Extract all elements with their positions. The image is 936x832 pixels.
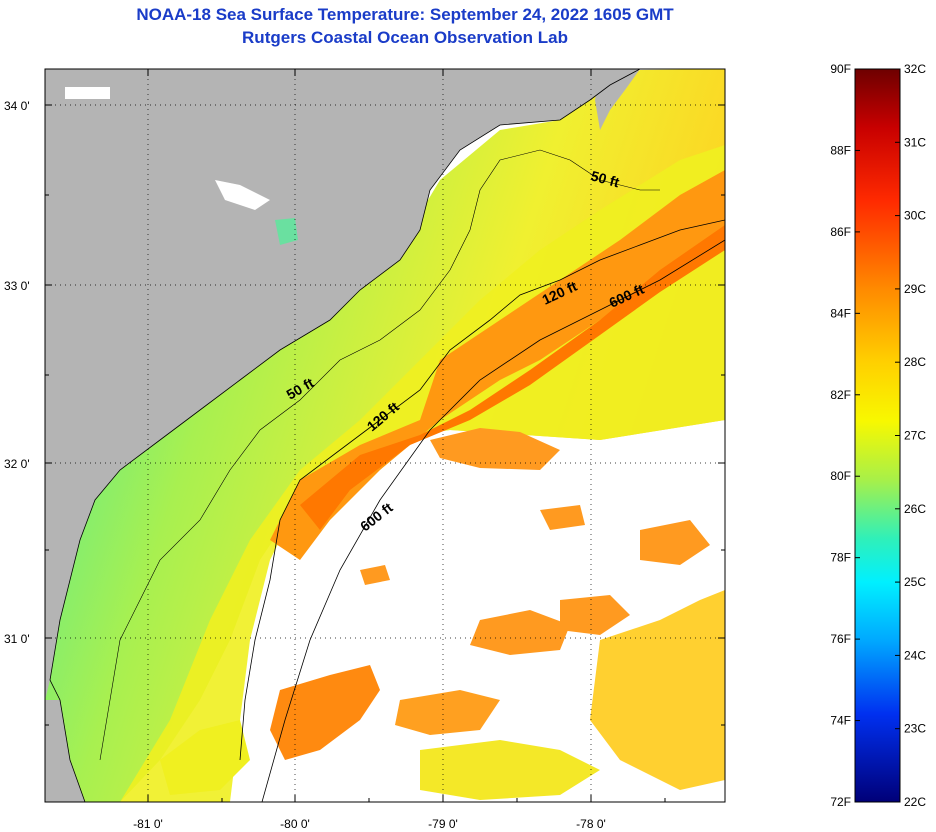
- lon-label-80: -80 0': [280, 817, 310, 831]
- colorbar-f-label: 80F: [830, 469, 851, 483]
- colorbar-f-label: 90F: [830, 62, 851, 76]
- colorbar-c-label: 29C: [904, 282, 926, 296]
- land-mass: [45, 69, 640, 700]
- colorbar-f-label: 76F: [830, 632, 851, 646]
- colorbar-c-label: 23C: [904, 722, 926, 736]
- colorbar-c-label: 32C: [904, 62, 926, 76]
- tick-marks: [45, 69, 725, 802]
- colorbar-f-label: 78F: [830, 551, 851, 565]
- lat-label-32: 32 0': [4, 457, 30, 471]
- isobath-50ft: [99, 149, 660, 761]
- isobath-600ft: [261, 239, 725, 802]
- colorbar-f-label: 74F: [830, 714, 851, 728]
- lat-label-31: 31 0': [4, 632, 30, 646]
- southern-warm-patches: [160, 590, 725, 800]
- gulf-stream-core: [300, 225, 725, 530]
- colorbar-f-label: 82F: [830, 388, 851, 402]
- colorbar-c-label: 28C: [904, 355, 926, 369]
- land-northeast: [595, 69, 640, 130]
- contour-label-50ft-north: 50 ft: [589, 167, 621, 190]
- lat-label-34: 34 0': [4, 99, 30, 113]
- graticule: [45, 69, 725, 802]
- colorbar-f-label: 72F: [830, 795, 851, 809]
- lat-label-33: 33 0': [4, 279, 30, 293]
- colorbar-f-label: 86F: [830, 225, 851, 239]
- colorbar-c-label: 26C: [904, 502, 926, 516]
- lon-label-79: -79 0': [428, 817, 458, 831]
- map-subtitle: Rutgers Coastal Ocean Observation Lab: [242, 28, 568, 47]
- colorbar-c-label: 31C: [904, 135, 926, 149]
- inland-pond: [275, 218, 298, 245]
- colorbar-f-label: 84F: [830, 306, 851, 320]
- isobath-120ft: [239, 219, 725, 761]
- colorbar-c-label: 22C: [904, 795, 926, 809]
- colorbar-c-label: 27C: [904, 429, 926, 443]
- colorbar: [854, 68, 901, 803]
- map-frame: [44, 68, 726, 803]
- colorbar-c-label: 24C: [904, 648, 926, 662]
- inland-patch: [215, 180, 270, 210]
- colorbar-fahrenheit-labels: 90F 88F 86F 84F 82F 80F 78F 76F 74F 72F: [830, 62, 851, 809]
- map-title: NOAA-18 Sea Surface Temperature: Septemb…: [136, 5, 674, 24]
- offshore-warm-patches: [360, 428, 710, 655]
- colorbar-c-label: 30C: [904, 209, 926, 223]
- lon-label-78: -78 0': [576, 817, 606, 831]
- lon-label-81: -81 0': [133, 817, 163, 831]
- colorbar-f-label: 88F: [830, 143, 851, 157]
- land-strip-south: [45, 700, 85, 802]
- colorbar-ticks: [855, 68, 900, 803]
- inland-lake: [65, 87, 110, 99]
- coastline: [49, 69, 641, 802]
- colorbar-celsius-labels: 32C 31C 30C 29C 28C 27C 26C 25C 24C 23C 22C: [904, 62, 926, 809]
- colorbar-c-label: 25C: [904, 575, 926, 589]
